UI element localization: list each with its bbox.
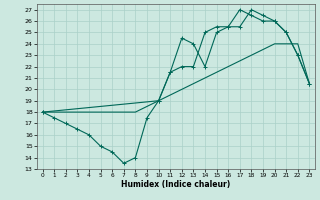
X-axis label: Humidex (Indice chaleur): Humidex (Indice chaleur) (121, 180, 231, 189)
